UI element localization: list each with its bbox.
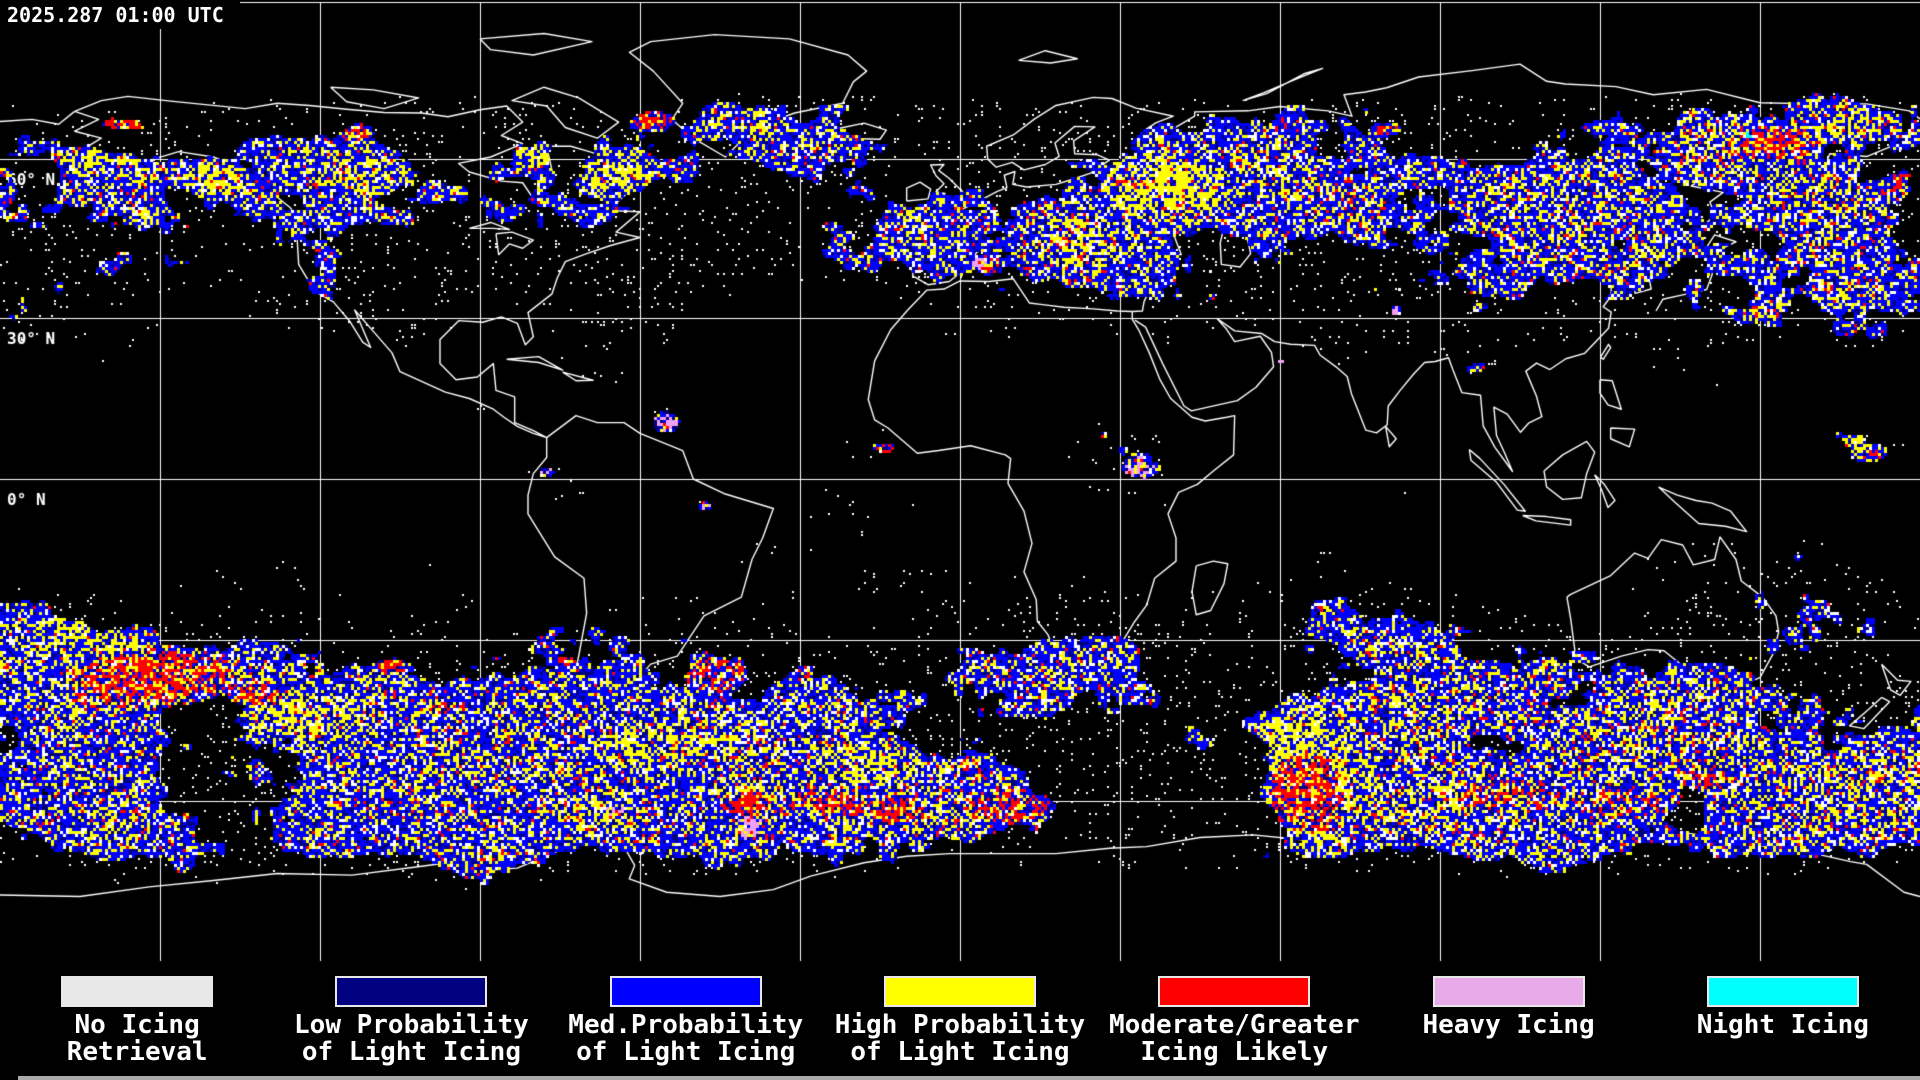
legend-label: Night Icing [1696,1010,1869,1040]
legend-item-med-prob-light-icing: Med.Probability of Light Icing [549,963,823,1076]
legend-swatch-heavy-icing [1432,976,1585,1007]
legend-label: of Light Icing [576,1037,796,1067]
legend-swatch-moderate-greater-icing [1158,976,1311,1007]
legend-label: of Light Icing [301,1037,521,1067]
legend-item-high-prob-light-icing: High Probability of Light Icing [823,963,1097,1076]
legend-item-heavy-icing: Heavy Icing [1371,963,1645,1076]
legend: No Icing Retrieval Low Probability of Li… [0,963,1920,1076]
legend-item-moderate-greater-icing: Moderate/Greater Icing Likely [1097,963,1371,1076]
legend-label: Heavy Icing [1422,1010,1595,1040]
bottom-edge-bar [18,1076,1920,1080]
legend-label: High Probability [834,1010,1086,1040]
legend-item-low-prob-light-icing: Low Probability of Light Icing [274,963,548,1076]
legend-label: Moderate/Greater [1109,1010,1360,1040]
legend-swatch-low-prob-light-icing [335,976,488,1007]
legend-label: No Icing [74,1010,200,1040]
legend-swatch-no-icing-retrieval [61,976,214,1007]
timestamp-label: 2025.287 01:00 UTC [0,0,240,29]
legend-swatch-night-icing [1706,976,1859,1007]
legend-label: Icing Likely [1140,1037,1329,1067]
legend-label: Retrieval [66,1037,208,1067]
world-map-canvas [0,0,1920,963]
legend-swatch-high-prob-light-icing [883,976,1036,1007]
legend-item-no-icing-retrieval: No Icing Retrieval [0,963,274,1076]
legend-label: Low Probability [294,1010,529,1040]
legend-label: of Light Icing [850,1037,1070,1067]
legend-swatch-med-prob-light-icing [609,976,762,1007]
legend-label: Med.Probability [568,1010,804,1040]
legend-item-night-icing: Night Icing [1646,963,1920,1076]
